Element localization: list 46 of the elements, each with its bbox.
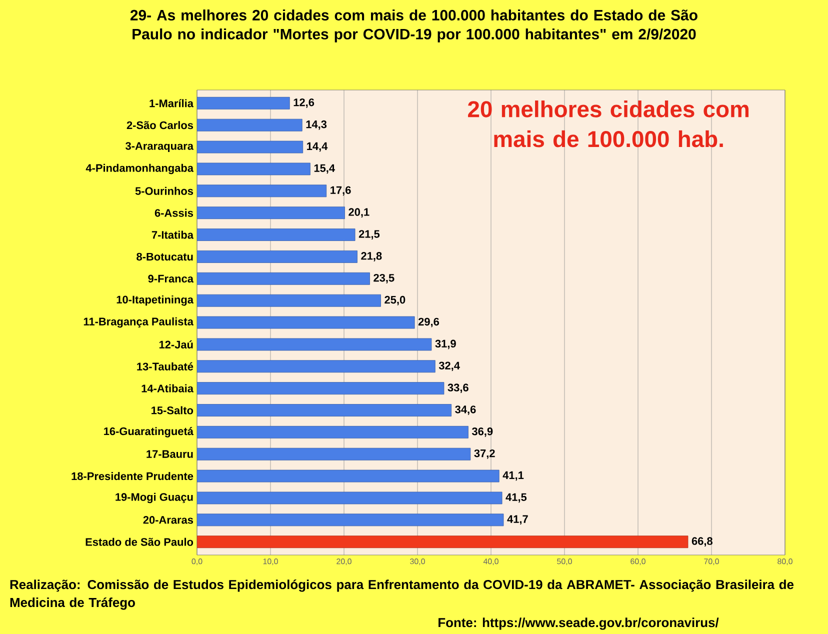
y-tick-label: 16-Guaratinguetá (104, 427, 194, 438)
data-label: 34,6 (455, 406, 476, 415)
data-label: 32,4 (438, 362, 460, 372)
data-label: 31,9 (435, 340, 456, 350)
data-label: 25,0 (384, 296, 406, 306)
y-tick-label: 19-Mogi Guaçu (116, 492, 193, 504)
data-label: 37,2 (474, 449, 495, 459)
y-tick-label: 1-Marília (150, 99, 194, 108)
data-label: 36,9 (472, 428, 493, 437)
y-tick-label: 4-Pindamonhangaba (86, 164, 194, 174)
y-tick-label: 6-Assis (154, 208, 194, 217)
y-tick-label: 17-Bauru (146, 450, 193, 458)
data-label: 20,1 (348, 208, 370, 218)
data-label: 21,8 (361, 252, 382, 262)
y-tick-label: 14-Atibaia (142, 384, 194, 392)
data-label: 14,4 (307, 142, 328, 152)
annotation: 20 melhores cidades com mais de 100.000 hab. (468, 100, 749, 148)
y-tick-label: 13-Taubaté (137, 362, 194, 370)
y-tick-label: 2-São Carlos (126, 121, 194, 130)
text: Realização: Comissão de Estudos Epidemiológicos para Enfrentamento da COVID-19 da ABRAMET- Associação Brasileira de Medicina de Tráfego (10, 580, 794, 610)
y-tick-label: 9-Franca (148, 274, 194, 283)
data-label: 17,6 (330, 186, 351, 196)
y-tick-label: 12-Jaú (159, 340, 193, 349)
y-tick-label: Estado de São Paulo (86, 538, 194, 546)
data-label: 41,5 (506, 493, 527, 503)
y-tick-label: 11-Bragança Paulista (84, 317, 194, 328)
data-label: 23,5 (374, 274, 394, 284)
data-label: 41,7 (507, 515, 528, 525)
y-tick-label: 10-Itapetininga (116, 295, 194, 306)
y-tick-label: 7-Itatiba (152, 230, 194, 239)
data-label: 21,5 (358, 230, 380, 240)
y-tick-label: 5-Ourinhos (135, 186, 194, 195)
data-label: 15,4 (314, 164, 335, 174)
chart-title: 29- As melhores 20 cidades com mais de 100.000 habitantes do Estado de São Paulo no indicador "Mortes por COVID-19 por 100.000 habitantes" em 2/9/2020 (130, 10, 698, 42)
data-label: 12,6 (294, 98, 314, 108)
y-tick-label: 15-Salto (152, 406, 194, 414)
data-label: 33,6 (448, 384, 468, 393)
y-tick-label: 20-Araras (143, 516, 194, 524)
y-tick-label: 18-Presidente Prudente (72, 472, 194, 480)
data-label: 41,1 (502, 471, 524, 481)
data-label: 14,3 (306, 120, 327, 130)
y-tick-label: 3-Araraquara (126, 142, 194, 152)
data-label: 66,8 (692, 537, 712, 547)
source-note: Fonte: https://www.seade.gov.br/coronavirus/ (438, 618, 719, 630)
y-tick-label: 8-Botucatu (136, 252, 193, 261)
data-label: 29,6 (418, 318, 440, 328)
